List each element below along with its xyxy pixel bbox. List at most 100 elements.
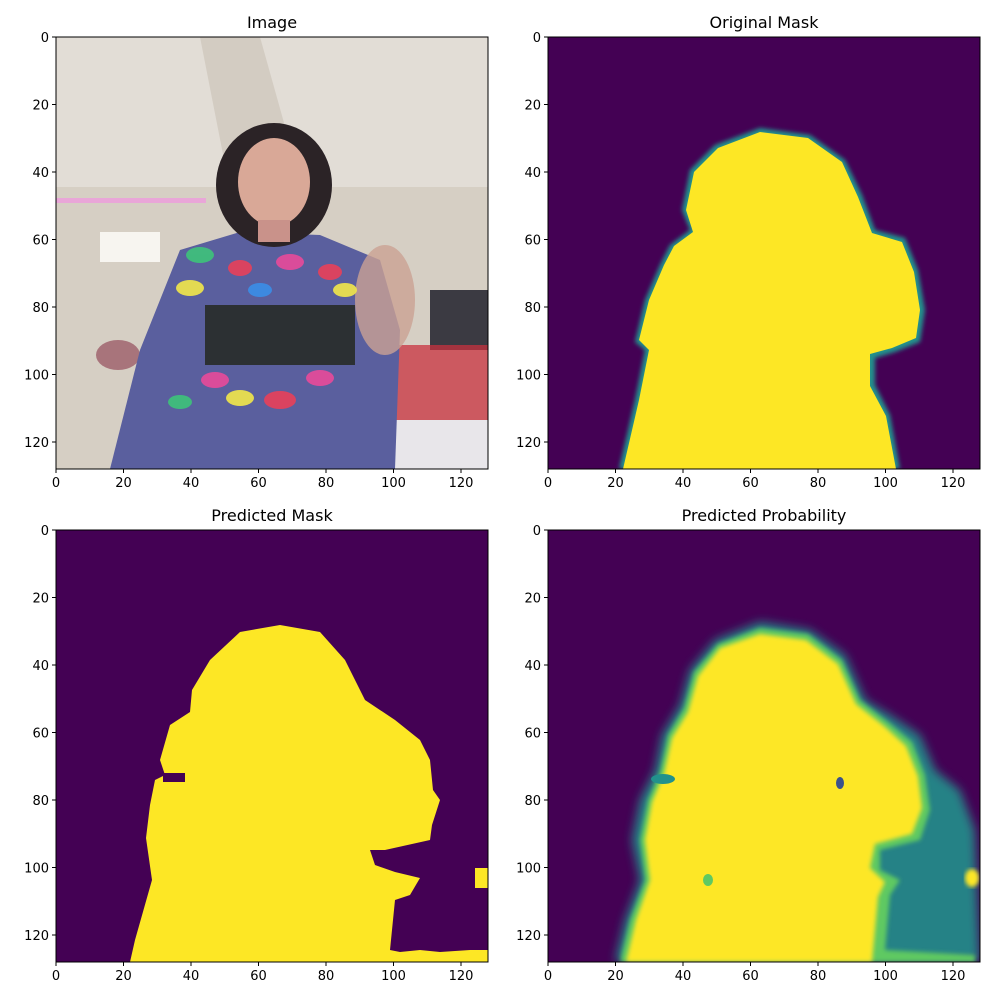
y-tick-label: 100 [24, 369, 49, 384]
x-tick-label: 40 [183, 969, 200, 984]
image-photo [56, 37, 488, 469]
photo-face [238, 138, 310, 226]
prob-spot [836, 777, 844, 789]
y-ticks-predicted-mask: 0 20 40 60 80 100 120 [24, 524, 56, 944]
x-tick-label: 60 [250, 476, 267, 491]
y-tick-label: 100 [516, 369, 541, 384]
panel-image: Image [24, 13, 489, 491]
x-tick-label: 60 [742, 969, 759, 984]
y-tick-label: 120 [24, 929, 49, 944]
x-tick-label: 40 [675, 476, 692, 491]
y-tick-label: 40 [524, 659, 541, 674]
x-tick-label: 80 [318, 476, 335, 491]
photo-belt [205, 305, 355, 365]
photo-dark-right [430, 290, 488, 350]
x-ticks-original-mask: 0 20 40 60 80 100 120 [544, 469, 966, 491]
x-tick-label: 100 [381, 476, 406, 491]
y-tick-label: 40 [32, 659, 49, 674]
y-ticks-original-mask: 0 20 40 60 80 100 120 [516, 31, 548, 451]
axes-frame-predicted-probability [547, 529, 981, 963]
x-ticks-predicted-mask: 0 20 40 60 80 100 120 [52, 962, 474, 984]
x-tick-label: 20 [607, 969, 624, 984]
y-tick-label: 80 [32, 301, 49, 316]
prob-spot [703, 874, 713, 886]
y-tick-label: 120 [516, 929, 541, 944]
x-ticks-predicted-probability: 0 20 40 60 80 100 120 [544, 962, 966, 984]
y-tick-label: 20 [524, 592, 541, 607]
axes-frame-predicted-mask [55, 529, 489, 963]
photo-wall-item [96, 340, 140, 370]
x-tick-label: 20 [607, 476, 624, 491]
x-tick-label: 100 [873, 969, 898, 984]
x-tick-label: 60 [250, 969, 267, 984]
x-tick-label: 80 [318, 969, 335, 984]
y-tick-label: 60 [524, 234, 541, 249]
panel-title-original-mask: Original Mask [710, 13, 820, 32]
y-tick-label: 20 [32, 592, 49, 607]
x-tick-label: 0 [544, 969, 552, 984]
x-tick-label: 0 [52, 969, 60, 984]
mask-foreground [130, 625, 488, 962]
y-tick-label: 80 [524, 301, 541, 316]
x-tick-label: 80 [810, 969, 827, 984]
panel-original-mask: Original Mask 0 20 40 60 80 100 120 0 20 40 60 80 1… [516, 13, 981, 491]
y-tick-label: 40 [32, 166, 49, 181]
prob-hole [651, 774, 675, 784]
photo-flowers [168, 247, 357, 409]
axes-frame-image [55, 36, 489, 470]
x-tick-label: 100 [381, 969, 406, 984]
x-tick-label: 120 [941, 969, 966, 984]
x-tick-label: 120 [941, 476, 966, 491]
y-tick-label: 80 [32, 794, 49, 809]
x-ticks-image: 0 20 40 60 80 100 120 [52, 469, 474, 491]
photo-pink-light [56, 198, 206, 203]
panel-title-image: Image [247, 13, 297, 32]
x-tick-label: 40 [183, 476, 200, 491]
y-tick-label: 0 [41, 524, 49, 539]
y-tick-label: 40 [524, 166, 541, 181]
y-ticks-predicted-probability: 0 20 40 60 80 100 120 [516, 524, 548, 944]
x-tick-label: 100 [873, 476, 898, 491]
x-tick-label: 80 [810, 476, 827, 491]
y-tick-label: 0 [533, 524, 541, 539]
x-tick-label: 120 [449, 476, 474, 491]
prob-core [626, 634, 922, 962]
photo-arm [355, 245, 415, 355]
photo-neck [258, 220, 290, 242]
y-tick-label: 60 [524, 727, 541, 742]
mask-right-patch [475, 868, 488, 888]
y-tick-label: 100 [24, 862, 49, 877]
x-tick-label: 0 [544, 476, 552, 491]
x-tick-label: 60 [742, 476, 759, 491]
y-tick-label: 100 [516, 862, 541, 877]
axes-frame-original-mask [547, 36, 981, 470]
y-tick-label: 60 [32, 727, 49, 742]
heatmap-predicted-mask [56, 530, 488, 962]
panel-predicted-mask: Predicted Mask 0 20 40 60 80 100 120 0 20 40 60 80… [24, 506, 489, 984]
x-tick-label: 20 [115, 969, 132, 984]
y-tick-label: 80 [524, 794, 541, 809]
x-tick-label: 40 [675, 969, 692, 984]
panel-title-predicted-mask: Predicted Mask [211, 506, 333, 525]
photo-basket [380, 420, 488, 469]
heatmap-predicted-probability [548, 530, 980, 962]
y-tick-label: 20 [524, 99, 541, 114]
y-tick-label: 20 [32, 99, 49, 114]
x-tick-label: 20 [115, 476, 132, 491]
y-tick-label: 120 [24, 436, 49, 451]
y-ticks-image: 0 20 40 60 80 100 120 [24, 31, 56, 451]
mask-foreground [623, 132, 920, 469]
y-tick-label: 60 [32, 234, 49, 249]
y-tick-label: 0 [533, 31, 541, 46]
photo-window [100, 232, 160, 262]
mask-hole [163, 773, 185, 782]
x-tick-label: 120 [449, 969, 474, 984]
prob-right-patch [965, 869, 979, 887]
y-tick-label: 120 [516, 436, 541, 451]
y-tick-label: 0 [41, 31, 49, 46]
x-tick-label: 0 [52, 476, 60, 491]
heatmap-original-mask [548, 37, 980, 469]
panel-title-predicted-probability: Predicted Probability [682, 506, 847, 525]
panel-predicted-probability: Predicted Probability 0 20 40 60 80 100 120 0 2… [516, 506, 981, 984]
